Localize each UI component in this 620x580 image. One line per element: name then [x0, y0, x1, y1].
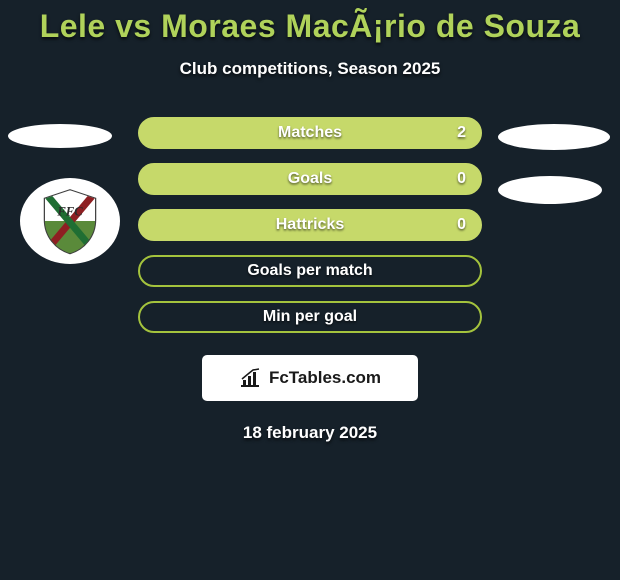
branding-box: FcTables.com: [202, 355, 418, 401]
stat-label: Min per goal: [140, 308, 480, 326]
stat-label: Matches: [140, 124, 480, 142]
stat-row: Goals per match: [138, 255, 482, 287]
bar-chart-icon: [239, 368, 261, 388]
club-badge-monogram: FFC: [56, 204, 83, 218]
stat-value: 0: [457, 216, 466, 234]
stat-row: Matches2: [138, 117, 482, 149]
stat-label: Hattricks: [140, 216, 480, 234]
stat-label: Goals per match: [140, 262, 480, 280]
club-badge-shield-icon: FFC: [35, 186, 105, 256]
stat-row: Min per goal: [138, 301, 482, 333]
page-subtitle: Club competitions, Season 2025: [180, 59, 441, 79]
stat-label: Goals: [140, 170, 480, 188]
footer-date: 18 february 2025: [243, 423, 377, 443]
content: Lele vs Moraes MacÃ¡rio de Souza Club co…: [0, 0, 620, 580]
page-title: Lele vs Moraes MacÃ¡rio de Souza: [40, 8, 581, 45]
stat-row: Goals0: [138, 163, 482, 195]
stat-value: 2: [457, 124, 466, 142]
branding-text: FcTables.com: [269, 368, 381, 388]
stat-row: Hattricks0: [138, 209, 482, 241]
stat-value: 0: [457, 170, 466, 188]
club-badge: FFC: [20, 178, 120, 264]
